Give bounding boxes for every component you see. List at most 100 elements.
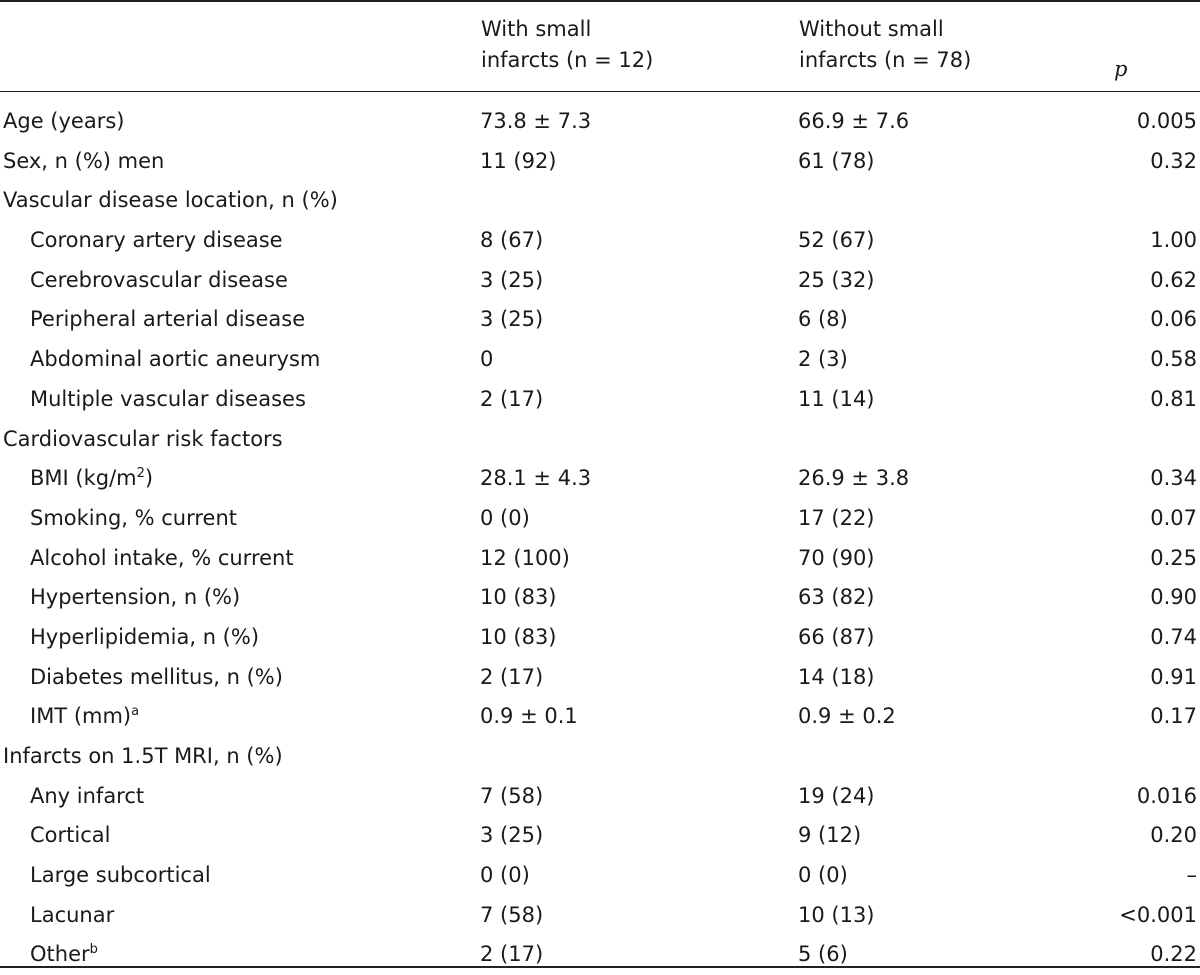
p-value: 0.20 [1150,823,1197,848]
value-with-small-infarcts: 0 [480,347,494,372]
row-label-text: Peripheral arterial disease [30,307,306,332]
value-with-small-infarcts: 73.8 ± 7.3 [480,109,592,133]
p-value: 0.25 [1150,545,1197,570]
row-label: Vascular disease location, n (%) [3,181,338,221]
value-without-small-infarcts: 0 (0) [798,863,848,888]
value-without-small-infarcts: 52 (67) [798,228,875,253]
table-row: Smoking, % current 0 (0) 17 (22) 0.07 [0,499,1200,539]
row-label-text: Large subcortical [30,863,211,888]
row-label-text: Vascular disease location, n (%) [3,188,338,213]
value-with-small-infarcts: 11 (92) [480,148,557,173]
value-without-small-infarcts: 2 (3) [798,347,848,372]
p-value: 0.22 [1150,942,1197,967]
row-label-text: Hyperlipidemia, n (%) [30,624,260,649]
p-value: 0.34 [1150,466,1197,491]
table-row: Vascular disease location, n (%) [0,181,1200,221]
p-value: 0.81 [1150,386,1197,411]
value-with-small-infarcts: 0.9 ± 0.1 [480,704,578,729]
table-row: Hypertension, n (%) 10 (83) 63 (82) 0.90 [0,578,1200,618]
table-row: Large subcortical 0 (0) 0 (0) – [0,856,1200,896]
row-label: Cardiovascular risk factors [3,420,283,460]
value-without-small-infarcts: 6 (8) [798,307,848,332]
row-label: Multiple vascular diseases [30,380,306,420]
row-label-text: BMI (kg/m [30,466,137,491]
value-with-small-infarcts: 3 (25) [480,267,544,292]
table-row: Sex, n (%) men 11 (92) 61 (78) 0.32 [0,142,1200,182]
p-value: 0.07 [1150,505,1197,530]
value-without-small-infarcts: 61 (78) [798,148,875,173]
row-label-text: Abdominal aortic aneurysm [30,347,321,372]
row-label-text: Lacunar [30,902,115,927]
value-with-small-infarcts: 10 (83) [480,585,557,610]
value-without-small-infarcts: 10 (13) [798,902,875,927]
row-label-text: Alcohol intake, % current [30,545,294,570]
value-without-small-infarcts: 9 (12) [798,823,862,848]
row-label-text: Cortical [30,823,111,848]
row-label: Alcohol intake, % current [30,539,294,579]
value-with-small-infarcts: 7 (58) [480,902,544,927]
top-rule [0,0,1200,2]
table-row: Alcohol intake, % current 12 (100) 70 (90)… [0,539,1200,579]
table-row: Peripheral arterial disease 3 (25) 6 (8) 0.… [0,300,1200,340]
row-label-text: Hypertension, n (%) [30,585,241,610]
row-label-text: Multiple vascular diseases [30,386,306,411]
table-body: Age (years) 73.8 ± 7.3 66.9 ± 7.6 0.005 Sex,… [0,102,1200,975]
row-label-text: Other [30,942,90,967]
row-label-superscript: 2 [136,466,145,482]
value-with-small-infarcts: 2 (17) [480,664,544,689]
table-row: Diabetes mellitus, n (%) 2 (17) 14 (18) 0.9… [0,658,1200,698]
header-with-line2: infarcts (n = 12) [481,48,654,72]
value-with-small-infarcts: 12 (100) [480,545,570,570]
p-value: 0.90 [1150,585,1197,610]
value-without-small-infarcts: 5 (6) [798,942,848,967]
row-label-text: Diabetes mellitus, n (%) [30,664,283,689]
p-value: 0.74 [1150,624,1197,649]
row-label-text: Infarcts on 1.5T MRI, n (%) [3,744,283,768]
value-with-small-infarcts: 2 (17) [480,942,544,967]
header-without-line2: infarcts (n = 78) [799,48,972,72]
table-row: Abdominal aortic aneurysm 0 2 (3) 0.58 [0,340,1200,380]
row-label-superscript: b [89,942,98,958]
row-label: Hypertension, n (%) [30,578,240,618]
row-label-text: IMT (mm) [30,704,132,729]
table-row: Lacunar 7 (58) 10 (13) <0.001 [0,896,1200,936]
table-row: Any infarct 7 (58) 19 (24) 0.016 [0,777,1200,817]
row-label: Sex, n (%) men [3,142,164,182]
row-label-text: Any infarct [30,783,145,808]
row-label: Lacunar [30,896,114,936]
value-without-small-infarcts: 66.9 ± 7.6 [798,109,910,133]
value-without-small-infarcts: 0.9 ± 0.2 [798,704,896,729]
value-without-small-infarcts: 19 (24) [798,783,875,808]
table-row: Otherb 2 (17) 5 (6) 0.22 [0,935,1200,975]
table-row: Coronary artery disease 8 (67) 52 (67) 1.00 [0,221,1200,261]
header-with-small-infarcts: With small infarcts (n = 12) [481,14,653,76]
row-label-text: Sex, n (%) men [3,148,165,173]
table-row: BMI (kg/m2) 28.1 ± 4.3 26.9 ± 3.8 0.34 [0,459,1200,499]
table-row: Infarcts on 1.5T MRI, n (%) [0,737,1200,777]
row-label: Cortical [30,816,110,856]
value-with-small-infarcts: 8 (67) [480,228,544,253]
row-label-suffix: ) [144,466,154,491]
p-value: 0.62 [1150,267,1197,292]
table-row: Cerebrovascular disease 3 (25) 25 (32) 0.62 [0,261,1200,301]
table-row: Cardiovascular risk factors [0,420,1200,460]
value-without-small-infarcts: 66 (87) [798,624,875,649]
p-value: <0.001 [1119,902,1197,927]
value-without-small-infarcts: 26.9 ± 3.8 [798,466,910,491]
header-without-line1: Without small [799,17,944,41]
row-label-text: Age (years) [3,109,125,133]
value-with-small-infarcts: 3 (25) [480,307,544,332]
p-value: 1.00 [1150,228,1197,253]
value-without-small-infarcts: 14 (18) [798,664,875,689]
value-without-small-infarcts: 63 (82) [798,585,875,610]
p-value: 0.58 [1150,347,1197,372]
row-label-text: Smoking, % current [30,505,238,530]
header-p-value: p [1114,57,1128,81]
value-with-small-infarcts: 0 (0) [480,505,530,530]
value-without-small-infarcts: 11 (14) [798,386,875,411]
table-row: Age (years) 73.8 ± 7.3 66.9 ± 7.6 0.005 [0,102,1200,142]
row-label: Hyperlipidemia, n (%) [30,618,259,658]
row-label-text: Cerebrovascular disease [30,267,288,292]
row-label: Any infarct [30,777,144,817]
